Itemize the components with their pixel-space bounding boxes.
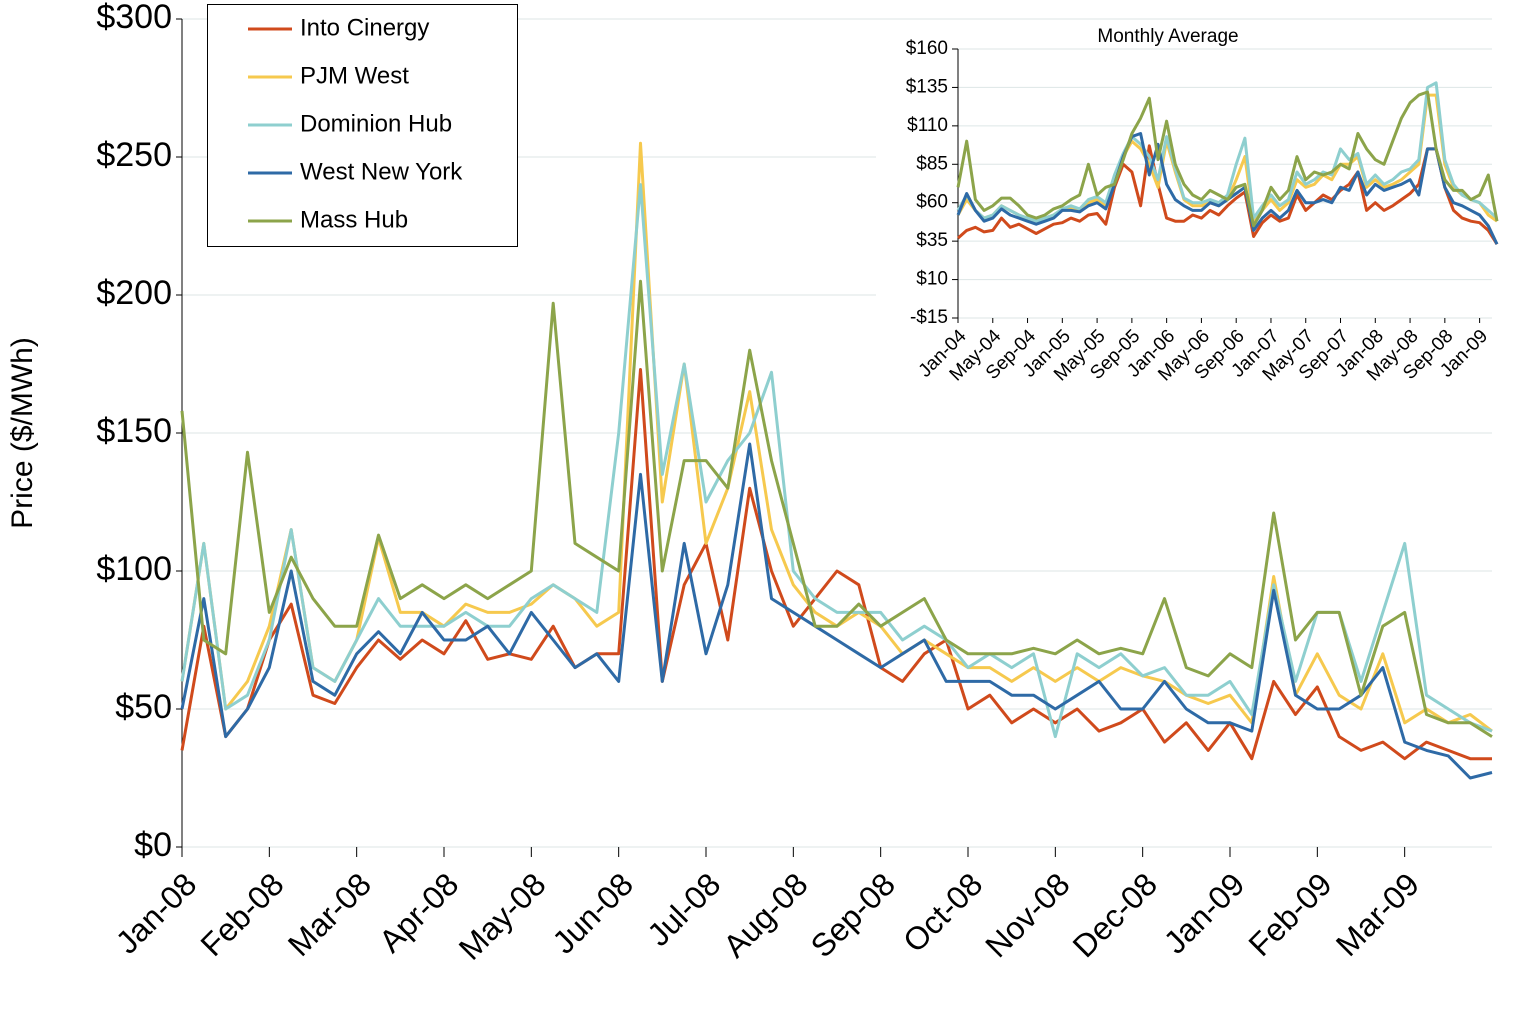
legend-label: West New York [300,158,463,185]
y-tick-label: $0 [134,826,172,864]
y-tick-label: $85 [916,153,948,174]
x-tick-label: Nov-08 [978,866,1076,964]
y-tick-label: $160 [906,38,948,59]
y-tick-label: $10 [916,269,948,290]
y-tick-label: $50 [115,688,172,726]
x-tick-label: Mar-08 [281,866,378,963]
x-tick-label: Dec-08 [1066,866,1164,964]
series-line [180,368,1492,761]
y-tick-label: -$15 [910,307,948,328]
y-tick-label: $150 [96,412,172,450]
y-tick-label: $250 [96,136,172,174]
x-tick-label: Oct-08 [896,866,989,959]
series-line [180,183,1493,739]
x-tick-label: Feb-09 [1242,866,1339,963]
x-tick-label: Jan-09 [1157,866,1252,961]
series-line [956,81,1498,223]
series-line [180,279,1493,738]
chart-panel: -$15$10$35$60$85$110$135$160Jan-04May-04… [876,25,1514,425]
legend-label: Mass Hub [300,206,408,233]
series-line [956,90,1499,228]
series-line [957,144,1499,245]
y-tick-label: $110 [907,115,948,136]
series-line [180,442,1493,780]
x-tick-label: Feb-08 [194,866,291,963]
x-tick-label: Jul-08 [640,866,727,953]
x-tick-label: Mar-09 [1329,866,1426,963]
x-tick-label: Jun-08 [545,866,640,961]
x-tick-label: Jan-08 [109,866,204,961]
y-tick-label: $100 [96,550,172,588]
legend-label: Dominion Hub [300,110,452,137]
chart-title: Monthly Average [1097,26,1238,47]
y-tick-label: $135 [906,76,948,97]
x-tick-label: Aug-08 [716,866,814,964]
y-tick-label: $35 [916,230,948,251]
x-tick-label: Sep-08 [804,866,902,964]
y-tick-label: $60 [916,192,948,213]
legend-label: Into Cinergy [300,14,429,41]
legend-label: PJM West [300,62,409,89]
x-tick-label: May-08 [452,866,553,967]
x-tick-label: Apr-08 [372,866,465,959]
y-axis-title: Price ($/MWh) [6,337,39,529]
inset-background [876,25,1514,425]
y-tick-label: $200 [96,274,172,312]
y-tick-label: $300 [96,0,172,36]
